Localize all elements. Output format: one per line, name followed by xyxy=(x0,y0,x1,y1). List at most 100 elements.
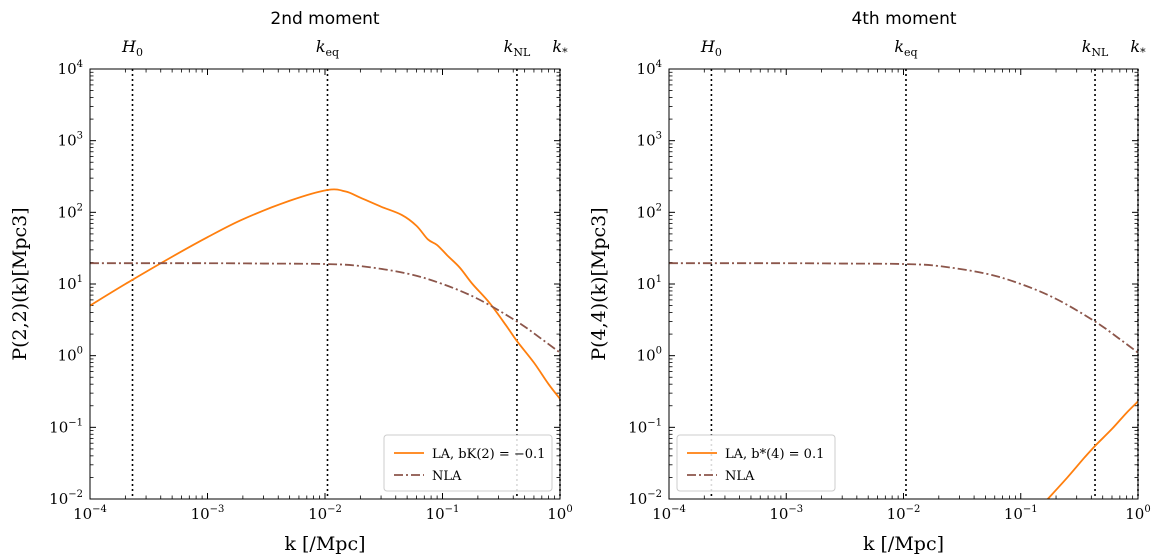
x-tick-base: 10 xyxy=(191,505,210,523)
y-tick-base: 10 xyxy=(628,490,647,508)
x-tick-label: 100 xyxy=(547,504,572,523)
vline-label: k* xyxy=(1130,37,1146,59)
x-tick-exponent: 0 xyxy=(1144,504,1150,515)
x-tick-exponent: −3 xyxy=(788,504,803,515)
vline-label-sub: NL xyxy=(513,46,531,59)
vline-label: k* xyxy=(552,37,568,59)
x-tick-base: 10 xyxy=(1004,505,1023,523)
y-tick-exponent: 4 xyxy=(656,59,662,70)
series-line-la xyxy=(1047,400,1138,499)
x-tick-label: 10−4 xyxy=(73,504,107,523)
legend-frame xyxy=(383,434,553,492)
y-tick-base: 10 xyxy=(49,490,68,508)
y-axis-label: P(2,2)(k)[Mpc3] xyxy=(9,207,31,360)
y-tick-label: 103 xyxy=(58,131,83,150)
vline-label-main: k xyxy=(316,37,326,56)
chart-title: 4th moment xyxy=(851,9,956,29)
vline-label: kNL xyxy=(504,37,531,59)
y-tick-label: 101 xyxy=(637,274,662,293)
x-tick-label: 100 xyxy=(1125,504,1150,523)
vline-label-main: k xyxy=(552,37,562,56)
axes-frame xyxy=(668,68,1139,500)
y-tick-base: 10 xyxy=(58,203,77,221)
x-tick-label: 10−1 xyxy=(1004,504,1038,523)
chart-title: 2nd moment xyxy=(270,9,380,29)
x-tick-label: 10−2 xyxy=(887,504,921,523)
y-tick-base: 10 xyxy=(637,203,656,221)
x-tick-exponent: −4 xyxy=(92,504,107,515)
vline-label-sub: 0 xyxy=(715,46,722,59)
y-tick-exponent: 0 xyxy=(656,346,662,357)
y-tick-base: 10 xyxy=(58,60,77,78)
vline-label-main: k xyxy=(1130,37,1140,56)
vline-label-sub: NL xyxy=(1091,46,1109,59)
legend: LA, b*(4) = 0.1 NLA xyxy=(676,434,836,492)
x-axis-label: k [/Mpc] xyxy=(863,533,944,555)
series-line-la xyxy=(90,188,560,400)
vline-label-main: k xyxy=(504,37,514,56)
y-tick-label: 10−2 xyxy=(628,489,662,508)
x-tick-base: 10 xyxy=(769,505,788,523)
y-tick-label: 10−2 xyxy=(49,489,83,508)
x-tick-label: 10−1 xyxy=(426,504,460,523)
y-tick-label: 104 xyxy=(637,59,662,78)
y-tick-exponent: −1 xyxy=(68,417,83,428)
vline-label: H0 xyxy=(700,37,722,59)
x-tick-exponent: −3 xyxy=(210,504,225,515)
y-tick-base: 10 xyxy=(58,347,77,365)
y-tick-base: 10 xyxy=(58,132,77,150)
x-tick-base: 10 xyxy=(547,505,566,523)
y-tick-base: 10 xyxy=(637,132,656,150)
x-axis-label: k [/Mpc] xyxy=(284,533,365,555)
y-tick-base: 10 xyxy=(628,418,647,436)
y-tick-base: 10 xyxy=(637,60,656,78)
x-tick-base: 10 xyxy=(426,505,445,523)
legend-entry-label: LA, b*(4) = 0.1 xyxy=(725,447,824,462)
x-tick-base: 10 xyxy=(308,505,327,523)
legend-entry-label: NLA xyxy=(725,469,755,484)
y-tick-label: 100 xyxy=(58,346,83,365)
vline-label: keq xyxy=(894,37,917,59)
series-line-nla xyxy=(90,262,560,354)
vline-label-main: H xyxy=(700,37,716,56)
x-tick-exponent: 0 xyxy=(566,504,572,515)
x-tick-label: 10−4 xyxy=(652,504,686,523)
vline-label: keq xyxy=(316,37,339,59)
plot-area xyxy=(669,262,1138,499)
vline-label-main: k xyxy=(894,37,904,56)
y-tick-label: 102 xyxy=(58,202,83,221)
vline-label-main: H xyxy=(121,37,137,56)
x-tick-exponent: −2 xyxy=(906,504,921,515)
y-tick-base: 10 xyxy=(637,275,656,293)
vline-label-sub: 0 xyxy=(136,46,143,59)
y-tick-base: 10 xyxy=(637,347,656,365)
x-tick-label: 10−3 xyxy=(191,504,225,523)
x-tick-exponent: −1 xyxy=(445,504,460,515)
vline-label-sub: eq xyxy=(326,46,340,59)
y-tick-exponent: −1 xyxy=(647,417,662,428)
vline-label-sub: * xyxy=(562,46,568,59)
y-tick-base: 10 xyxy=(58,275,77,293)
x-tick-base: 10 xyxy=(1125,505,1144,523)
x-tick-base: 10 xyxy=(652,505,671,523)
y-tick-label: 101 xyxy=(58,274,83,293)
y-tick-exponent: −2 xyxy=(68,489,83,500)
x-tick-exponent: −1 xyxy=(1023,504,1038,515)
x-tick-exponent: −2 xyxy=(327,504,342,515)
y-tick-exponent: 4 xyxy=(77,59,83,70)
y-tick-exponent: 2 xyxy=(77,202,83,213)
x-tick-exponent: −4 xyxy=(671,504,686,515)
y-tick-exponent: 1 xyxy=(656,274,662,285)
y-tick-exponent: −2 xyxy=(647,489,662,500)
y-tick-exponent: 0 xyxy=(77,346,83,357)
y-tick-exponent: 3 xyxy=(77,131,83,142)
vline-label: kNL xyxy=(1082,37,1109,59)
y-tick-exponent: 1 xyxy=(77,274,83,285)
y-tick-label: 102 xyxy=(637,202,662,221)
y-tick-label: 10−1 xyxy=(49,417,83,436)
legend-frame xyxy=(676,434,836,492)
y-tick-base: 10 xyxy=(49,418,68,436)
vline-label-sub: * xyxy=(1140,46,1146,59)
